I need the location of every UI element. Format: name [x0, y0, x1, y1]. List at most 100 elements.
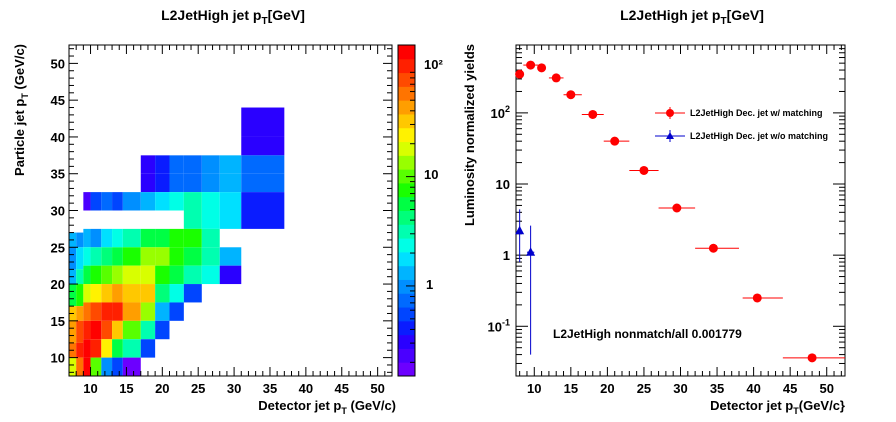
y-tick-label: 10-1 [488, 317, 510, 334]
right-y-ticks: 10-1 1 10 102 [488, 44, 845, 377]
y-tick-label: 30 [51, 204, 65, 219]
heatmap-cell [169, 155, 184, 174]
heatmap-cell [140, 302, 156, 321]
heatmap-cell [112, 228, 123, 248]
heatmap-cell [155, 320, 170, 340]
heatmap-cell [83, 339, 91, 358]
color-scale-band [398, 238, 415, 253]
heatmap-cell [169, 284, 184, 303]
heatmap-cell [201, 265, 220, 285]
heatmap-cell [90, 339, 102, 358]
heatmap-cell [241, 173, 285, 193]
heatmap-cell [76, 232, 84, 248]
heatmap-cell [140, 265, 156, 285]
heatmap-cell [241, 155, 285, 174]
color-scale-band [398, 182, 415, 198]
heatmap-cell [122, 284, 141, 303]
x-tick-label: 10 [527, 381, 541, 396]
heatmap-cell [201, 228, 220, 248]
heatmap-cell [140, 155, 156, 174]
right-chart-title: L2JetHigh jet pT[GeV] [620, 7, 764, 27]
x-tick-label: 50 [819, 381, 833, 396]
legend-label-nomatching: L2JetHigh Dec. jet w/o matching [690, 131, 828, 141]
color-scale-bar [398, 45, 415, 377]
heatmap-cell [76, 357, 84, 376]
data-point [752, 293, 762, 303]
z-tick-label-10: 10 [424, 167, 438, 182]
x-tick-label: 15 [564, 381, 578, 396]
heatmap-cell [155, 265, 170, 285]
heatmap-cell [183, 284, 202, 303]
heatmap-cell [101, 284, 113, 303]
x-tick-label: 10 [83, 381, 97, 396]
y-tick-label: 102 [491, 104, 510, 121]
left-panel: L2JetHigh jet pT[GeV] 10 15 20 25 30 35 40 45 50… [12, 7, 443, 416]
heatmap-cell [83, 320, 91, 340]
color-scale-band [398, 86, 415, 101]
heatmap-cell [101, 192, 113, 211]
heatmap-cell [112, 247, 123, 266]
data-point [526, 247, 536, 256]
heatmap-cell [101, 228, 113, 248]
heatmap-cell [69, 247, 77, 270]
heatmap-cell [201, 210, 220, 229]
legend: L2JetHigh Dec. jet w/ matching L2JetHigh… [655, 107, 828, 142]
z-tick-label-100: 10² [424, 57, 443, 72]
color-scale-band [398, 320, 415, 336]
data-point [515, 225, 525, 235]
right-x-ticks: 10 15 20 25 30 35 40 45 50 [519, 45, 842, 396]
y-tick-label: 25 [51, 240, 65, 255]
data-point [807, 353, 817, 363]
data-point [515, 69, 525, 79]
heatmap-cell [90, 320, 102, 340]
heatmap-cell [169, 247, 184, 266]
data-point [672, 203, 682, 213]
right-data-points [515, 60, 845, 363]
heatmap-cell [169, 302, 184, 321]
heatmap-cell [90, 284, 102, 303]
heatmap-cell [90, 192, 102, 211]
heatmap-cell [122, 228, 141, 248]
x-tick-label: 25 [191, 381, 205, 396]
y-tick-label: 10 [496, 177, 510, 192]
heatmap-cell [169, 265, 184, 285]
right-x-axis-label: Detector jet pT(GeV/c} [710, 398, 845, 416]
heatmap-cell [69, 320, 77, 343]
heatmap-cell [169, 192, 184, 211]
heatmap-cell [169, 173, 184, 193]
heatmap-cell [76, 269, 84, 285]
heatmap-cell [112, 302, 123, 321]
nonmatch-annotation: L2JetHigh nonmatch/all 0.001779 [553, 327, 742, 341]
color-scale-band [398, 293, 415, 308]
heatmap-cell [219, 265, 242, 285]
data-point [526, 60, 536, 70]
color-scale-band [398, 127, 415, 143]
x-tick-label: 35 [710, 381, 724, 396]
x-tick-label: 25 [637, 381, 651, 396]
color-scale-band [398, 348, 415, 363]
heatmap-cell [101, 302, 113, 321]
heatmap-cell [112, 284, 123, 303]
color-scale-ticks: 1 10 10² [424, 57, 443, 292]
color-scale-band [398, 334, 415, 349]
heatmap-cell [155, 247, 170, 266]
heatmap-cell [101, 357, 113, 376]
heatmap-cell [155, 192, 170, 211]
data-point [588, 109, 598, 119]
y-tick-label: 15 [51, 314, 65, 329]
legend-label-matching: L2JetHigh Dec. jet w/ matching [690, 108, 823, 118]
heatmap-cell [219, 210, 242, 229]
heatmap-cell [122, 320, 141, 340]
data-point [551, 73, 561, 83]
heatmap-cell [183, 210, 202, 229]
heatmap-cell [140, 284, 156, 303]
heatmap-cell [76, 306, 84, 321]
heatmap-cell [241, 210, 285, 229]
heatmap-cell [183, 247, 202, 266]
heatmap-cell [241, 136, 285, 156]
y-tick-label: 50 [51, 56, 65, 71]
heatmap-cell [201, 247, 220, 266]
left-x-axis-label: Detector jet pT (GeV/c) [258, 398, 396, 416]
color-scale-band [398, 210, 415, 225]
